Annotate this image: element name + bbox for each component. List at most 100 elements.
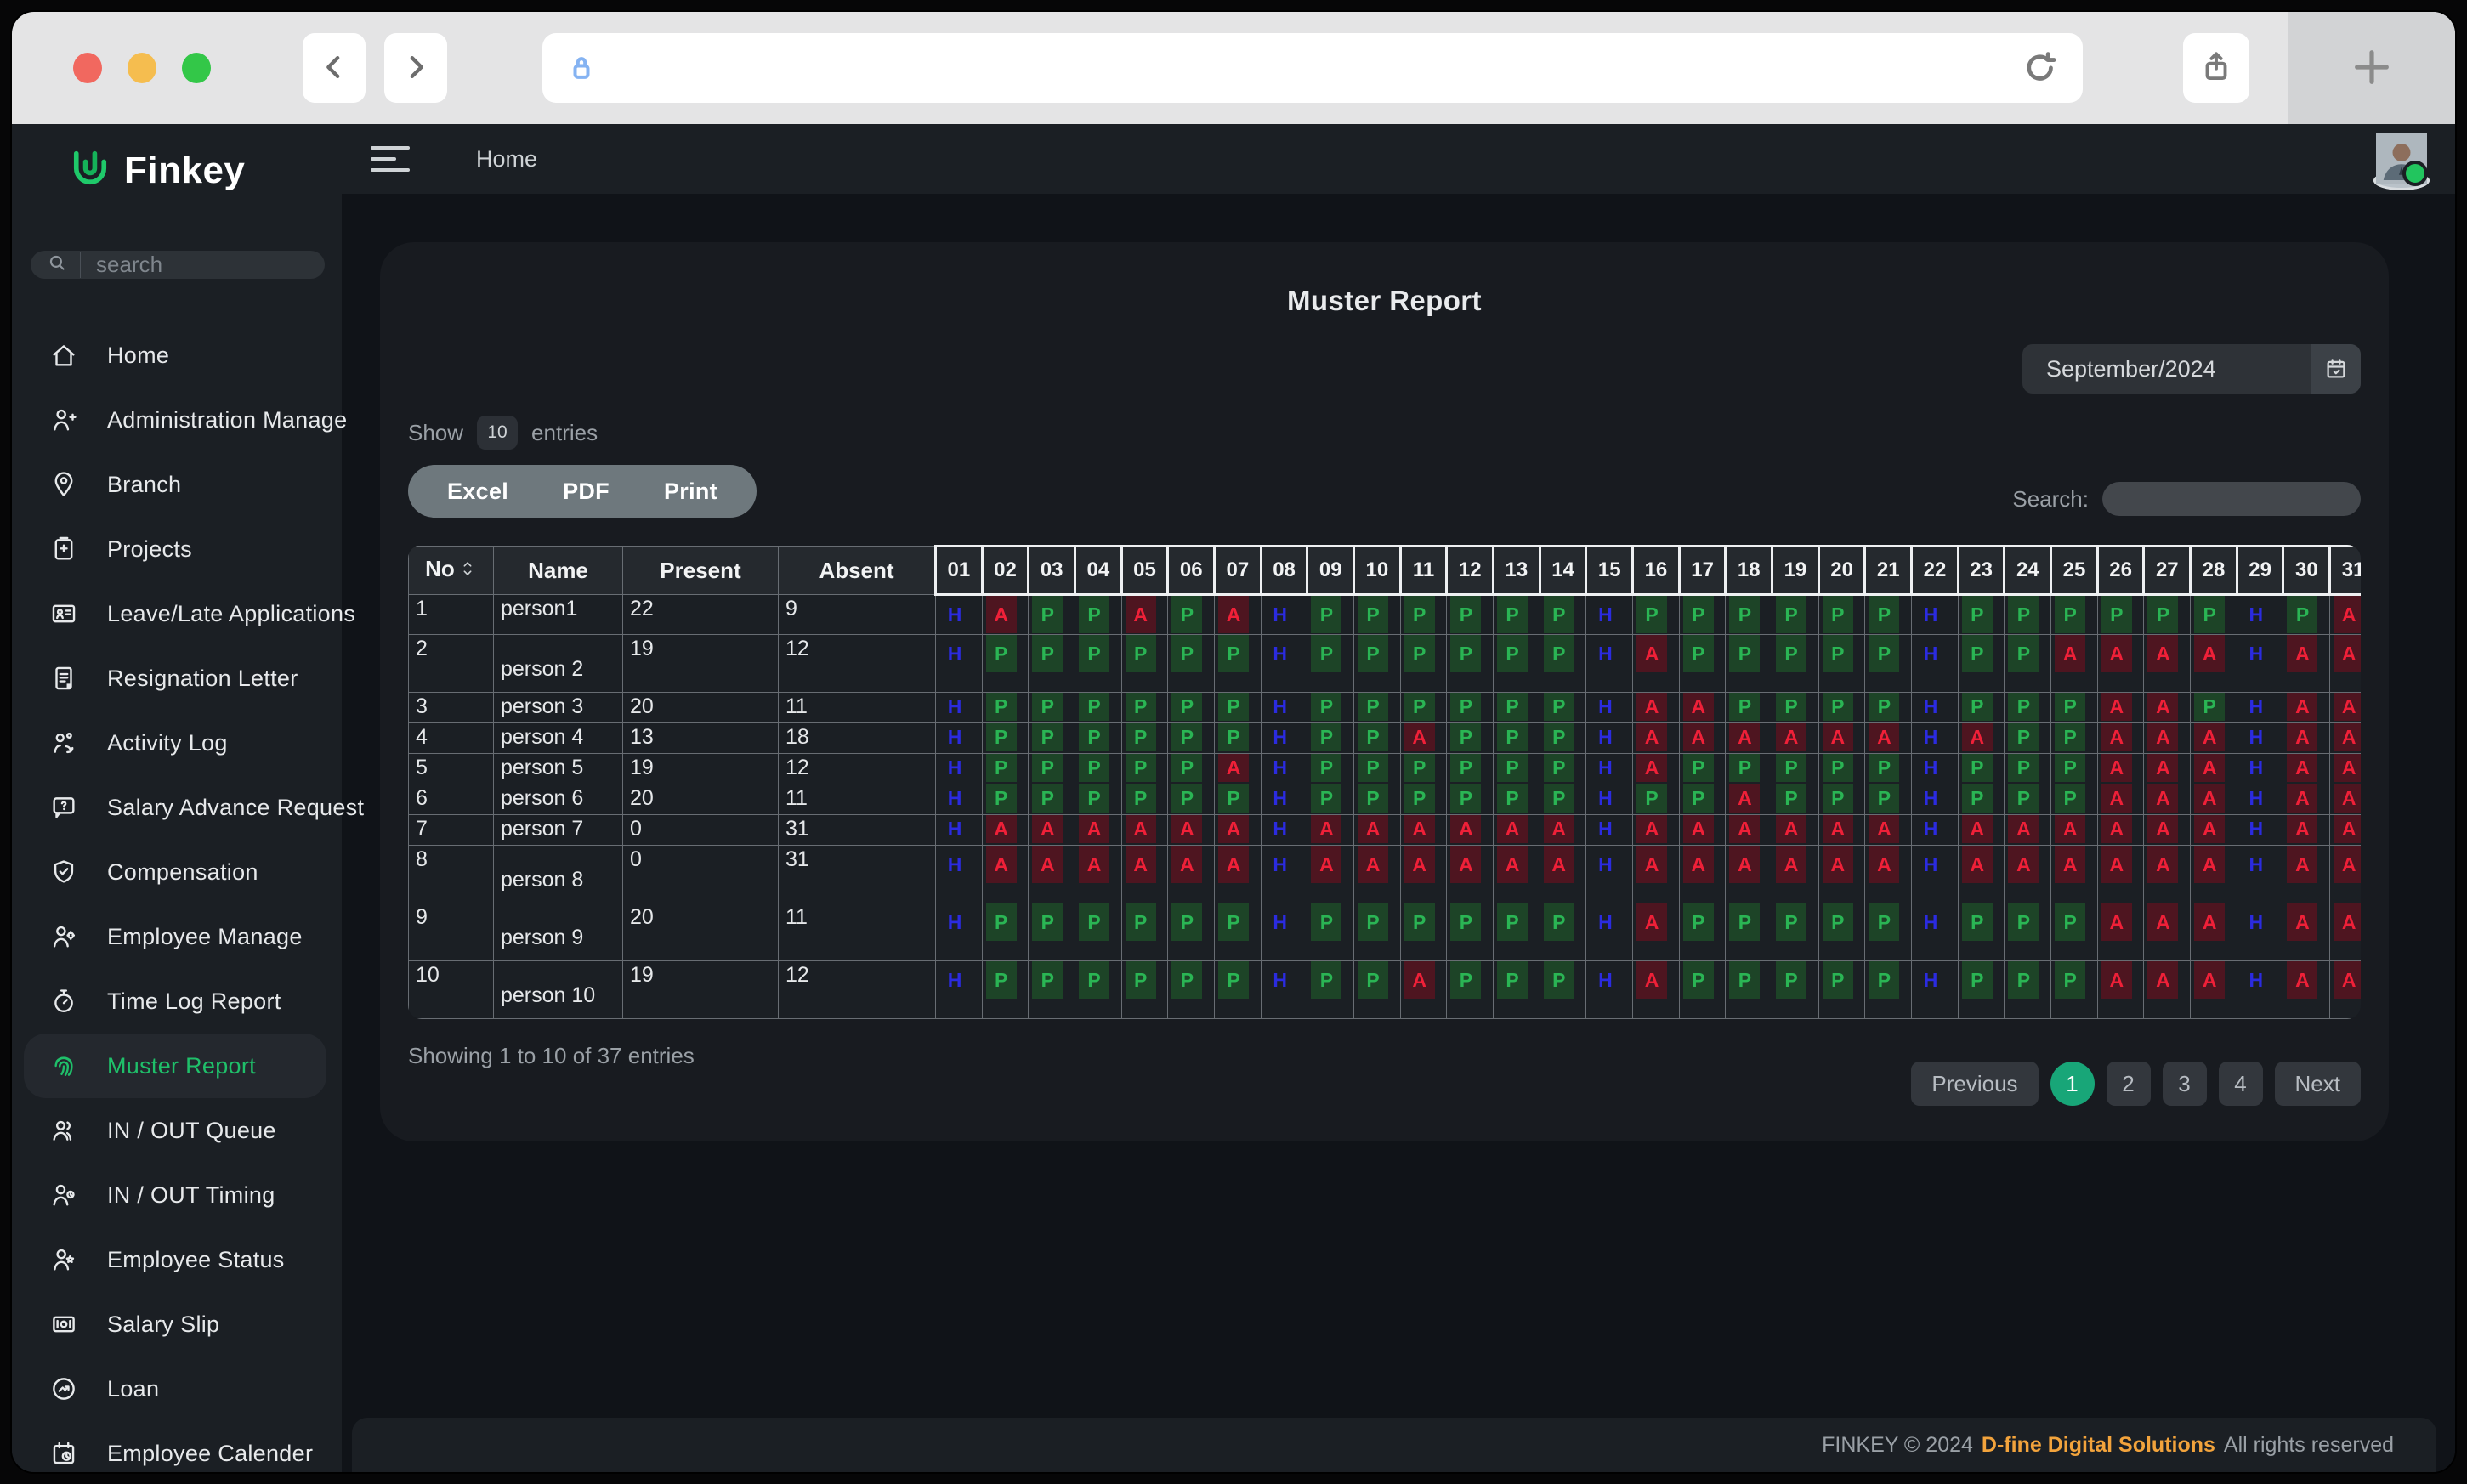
page-size-select[interactable]: 10 xyxy=(477,416,519,450)
attendance-cell-day-02: P xyxy=(981,634,1029,693)
attendance-cell-day-24: P xyxy=(2004,594,2052,635)
column-header-name[interactable]: Name xyxy=(493,546,623,595)
attendance-cell-day-04: P xyxy=(1075,903,1122,961)
attendance-mark-P: P xyxy=(1497,596,1528,633)
attendance-mark-P: P xyxy=(1729,754,1761,782)
attendance-mark-P: P xyxy=(2101,596,2132,633)
sidebar-item-salary-advance-request[interactable]: Salary Advance Request xyxy=(12,775,364,840)
month-picker[interactable]: September/2024 xyxy=(2022,344,2361,394)
attendance-cell-day-04: A xyxy=(1075,814,1122,846)
attendance-mark-P: P xyxy=(1729,693,1761,721)
page-button-3[interactable]: 3 xyxy=(2162,1062,2207,1106)
previous-page-button[interactable]: Previous xyxy=(1911,1062,2039,1106)
attendance-cell-day-27: A xyxy=(2143,753,2192,784)
attendance-mark-H: H xyxy=(1273,787,1288,809)
attendance-cell-day-06: P xyxy=(1167,594,1216,635)
sidebar-item-employee-calender[interactable]: Employee Calender xyxy=(12,1421,342,1472)
address-bar[interactable] xyxy=(542,33,2083,103)
attendance-mark-P: P xyxy=(985,635,1017,672)
breadcrumb[interactable]: Home xyxy=(476,145,538,172)
print-export-button[interactable]: Print xyxy=(637,479,745,505)
user-avatar[interactable] xyxy=(2373,133,2430,190)
new-tab-button[interactable] xyxy=(2345,41,2399,95)
footer-company-link[interactable]: D-fine Digital Solutions xyxy=(1981,1432,2215,1457)
day-column-header-02: 02 xyxy=(980,545,1030,596)
muster-table-wrapper: No Name Present Absent 01 02 03 04 05 06 07 08 0… xyxy=(408,545,2361,1019)
attendance-cell-day-25: P xyxy=(2050,594,2098,635)
attendance-cell-day-24: P xyxy=(2004,903,2052,961)
sidebar-item-employee-manage[interactable]: Employee Manage xyxy=(12,904,342,969)
sidebar-item-salary-slip[interactable]: Salary Slip xyxy=(12,1292,342,1357)
sidebar-search-input[interactable] xyxy=(94,251,309,279)
pdf-export-button[interactable]: PDF xyxy=(536,479,637,505)
column-header-present[interactable]: Present xyxy=(622,546,779,595)
attendance-mark-P: P xyxy=(1776,903,1807,941)
attendance-mark-P: P xyxy=(2055,693,2086,721)
sidebar-item-muster-report[interactable]: Muster Report xyxy=(24,1034,326,1098)
sidebar-item-leave-late-applications[interactable]: Leave/Late Applications xyxy=(12,581,355,646)
attendance-cell-day-14: P xyxy=(1539,594,1587,635)
browser-back-button[interactable] xyxy=(303,33,366,103)
sidebar-item-in-out-queue[interactable]: IN / OUT Queue xyxy=(12,1098,342,1163)
attendance-cell-day-31: A xyxy=(2329,634,2361,693)
attendance-mark-P: P xyxy=(1171,754,1203,782)
sidebar-item-branch[interactable]: Branch xyxy=(12,452,342,517)
share-button[interactable] xyxy=(2183,33,2249,103)
attendance-cell-day-19: P xyxy=(1772,784,1819,815)
attendance-mark-P: P xyxy=(2008,784,2039,813)
attendance-cell-day-18: P xyxy=(1725,692,1773,723)
attendance-cell-day-05: P xyxy=(1120,753,1169,784)
attendance-cell-day-30: A xyxy=(2283,845,2331,903)
attendance-cell-day-20: A xyxy=(1818,814,1866,846)
sidebar-item-loan[interactable]: Loan xyxy=(12,1357,342,1421)
attendance-mark-H: H xyxy=(947,853,962,875)
page-button-4[interactable]: 4 xyxy=(2218,1062,2263,1106)
sidebar-item-time-log-report[interactable]: Time Log Report xyxy=(12,969,342,1034)
document-icon xyxy=(49,664,78,693)
cell-no: 4 xyxy=(408,722,494,754)
column-header-no[interactable]: No xyxy=(408,546,494,595)
sidebar-item-resignation-letter[interactable]: Resignation Letter xyxy=(12,646,342,711)
sidebar-item-employee-status[interactable]: Employee Status xyxy=(12,1227,342,1292)
table-search-input[interactable] xyxy=(2102,482,2361,516)
sidebar-item-home[interactable]: Home xyxy=(12,323,342,388)
column-header-absent[interactable]: Absent xyxy=(778,546,936,595)
clipboard-plus-icon xyxy=(49,535,78,564)
attendance-mark-A: A xyxy=(1311,846,1342,883)
attendance-cell-day-22: H xyxy=(1911,960,1959,1019)
attendance-cell-day-19: P xyxy=(1772,692,1819,723)
attendance-cell-day-30: A xyxy=(2283,692,2331,723)
hamburger-menu-icon[interactable] xyxy=(371,142,413,176)
attendance-mark-H: H xyxy=(1273,911,1288,933)
attendance-mark-P: P xyxy=(1822,693,1853,721)
table-row-person-10: 10 person 10 19 12 H P P P P P P H P P A P P P H A P P P P P H P P P… xyxy=(408,960,2361,1019)
attendance-mark-A: A xyxy=(1729,815,1761,843)
minimize-window-button[interactable] xyxy=(128,53,156,83)
maximize-window-button[interactable] xyxy=(182,53,211,83)
close-window-button[interactable] xyxy=(73,53,102,83)
calendar-icon xyxy=(2311,344,2361,394)
attendance-mark-P: P xyxy=(1218,693,1250,721)
attendance-mark-A: A xyxy=(2101,846,2132,883)
next-page-button[interactable]: Next xyxy=(2274,1062,2361,1106)
attendance-cell-day-27: A xyxy=(2143,960,2192,1019)
attendance-cell-day-03: P xyxy=(1028,722,1076,754)
sidebar-item-activity-log[interactable]: Activity Log xyxy=(12,711,342,775)
attendance-mark-P: P xyxy=(1032,754,1063,782)
attendance-mark-P: P xyxy=(1682,754,1714,782)
reload-button[interactable] xyxy=(2020,48,2061,88)
attendance-cell-day-27: A xyxy=(2143,634,2192,693)
attendance-cell-day-07: P xyxy=(1214,903,1262,961)
browser-forward-button[interactable] xyxy=(384,33,447,103)
excel-export-button[interactable]: Excel xyxy=(420,479,536,505)
attendance-mark-P: P xyxy=(1358,754,1389,782)
sidebar-item-in-out-timing[interactable]: IN / OUT Timing xyxy=(12,1163,342,1227)
sidebar-item-administration-manage[interactable]: Administration Manage xyxy=(12,388,347,452)
attendance-cell-day-29: H xyxy=(2236,692,2284,723)
attendance-mark-P: P xyxy=(1961,596,1993,633)
attendance-mark-P: P xyxy=(1497,784,1528,813)
sidebar-item-compensation[interactable]: Compensation xyxy=(12,840,342,904)
page-button-2[interactable]: 2 xyxy=(2106,1062,2151,1106)
sidebar-item-projects[interactable]: Projects xyxy=(12,517,342,581)
page-button-1[interactable]: 1 xyxy=(2050,1062,2095,1106)
